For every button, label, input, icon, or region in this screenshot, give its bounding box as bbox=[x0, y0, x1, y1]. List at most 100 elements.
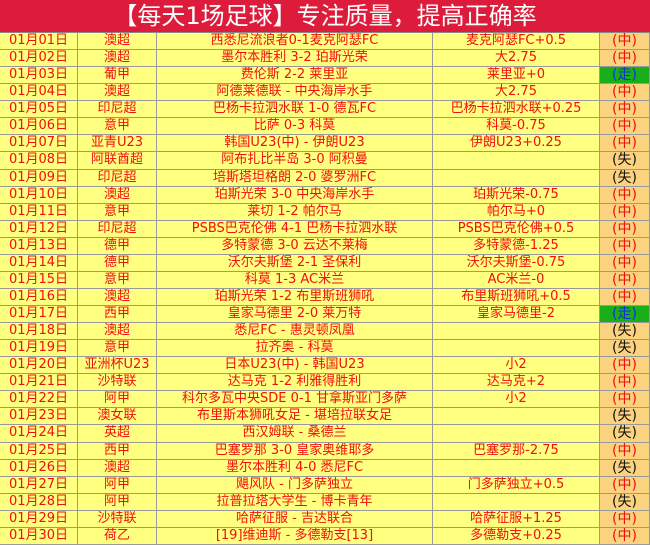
result-cell: (中) bbox=[600, 220, 650, 238]
pick-cell: 巴杨卡拉泗水联+0.25 bbox=[433, 101, 600, 119]
date-cell: 01月30日 bbox=[0, 527, 78, 545]
match-cell: 拉齐奥 - 科莫 bbox=[157, 340, 433, 358]
league-cell: 阿联酋超 bbox=[78, 152, 157, 170]
pick-cell: 大2.75 bbox=[433, 50, 600, 68]
league-cell: 阿甲 bbox=[78, 391, 157, 409]
match-cell: 悉尼FC - 惠灵顿凤凰 bbox=[157, 323, 433, 341]
date-cell: 01月17日 bbox=[0, 306, 78, 324]
pick-cell: PSBS巴克伦佛+0.5 bbox=[433, 220, 600, 238]
pick-cell: 麦克阿瑟FC+0.5 bbox=[433, 33, 600, 51]
match-cell: 拉普拉塔大学生 - 博卡青年 bbox=[157, 493, 433, 511]
match-cell: 阿布扎比半岛 3-0 阿积曼 bbox=[157, 152, 433, 170]
league-cell: 西甲 bbox=[78, 306, 157, 324]
result-cell: (走) bbox=[600, 67, 650, 85]
date-cell: 01月19日 bbox=[0, 340, 78, 358]
pick-cell bbox=[433, 169, 600, 187]
date-cell: 01月04日 bbox=[0, 84, 78, 102]
date-cell: 01月11日 bbox=[0, 203, 78, 221]
date-cell: 01月13日 bbox=[0, 237, 78, 255]
pick-cell: 沃尔夫斯堡-0.75 bbox=[433, 254, 600, 272]
league-cell: 澳超 bbox=[78, 84, 157, 102]
date-cell: 01月23日 bbox=[0, 408, 78, 426]
pick-cell: 多特蒙德-1.25 bbox=[433, 237, 600, 255]
pick-cell: 皇家马德里-2 bbox=[433, 306, 600, 324]
league-cell: 意甲 bbox=[78, 118, 157, 136]
league-cell: 阿甲 bbox=[78, 493, 157, 511]
result-cell: (中) bbox=[600, 527, 650, 545]
pick-cell: 多德勒支+0.25 bbox=[433, 527, 600, 545]
result-cell: (失) bbox=[600, 169, 650, 187]
result-cell: (中) bbox=[600, 442, 650, 460]
match-cell: PSBS巴克伦佛 4-1 巴杨卡拉泗水联 bbox=[157, 220, 433, 238]
match-cell: 巴杨卡拉泗水联 1-0 德瓦FC bbox=[157, 101, 433, 119]
pick-cell bbox=[433, 323, 600, 341]
match-cell: 韩国U23(中) - 伊朗U23 bbox=[157, 135, 433, 153]
result-cell: (失) bbox=[600, 340, 650, 358]
match-cell: 哈萨征服 - 吉达联合 bbox=[157, 510, 433, 528]
result-cell: (中) bbox=[600, 357, 650, 375]
match-cell: [19]维迪斯 - 多德勒支[13] bbox=[157, 527, 433, 545]
result-cell: (中) bbox=[600, 254, 650, 272]
pick-cell: 达马克+2 bbox=[433, 374, 600, 392]
date-cell: 01月01日 bbox=[0, 33, 78, 51]
pick-cell: 帕尔马+0 bbox=[433, 203, 600, 221]
result-cell: (中) bbox=[600, 101, 650, 119]
league-cell: 澳女联 bbox=[78, 408, 157, 426]
date-cell: 01月22日 bbox=[0, 391, 78, 409]
match-cell: 科尔多瓦中央SDE 0-1 甘拿斯亚门多萨 bbox=[157, 391, 433, 409]
date-cell: 01月02日 bbox=[0, 50, 78, 68]
pick-cell: 大2.75 bbox=[433, 84, 600, 102]
date-cell: 01月06日 bbox=[0, 118, 78, 136]
league-cell: 印尼超 bbox=[78, 220, 157, 238]
results-table: 01月01日 澳超 西悉尼流浪者0-1麦克阿瑟FC 麦克阿瑟FC+0.5 (中) 01月0… bbox=[0, 33, 650, 545]
date-cell: 01月26日 bbox=[0, 459, 78, 477]
pick-cell bbox=[433, 408, 600, 426]
match-cell: 巴塞罗那 3-0 皇家奥维耶多 bbox=[157, 442, 433, 460]
match-cell: 布里斯本狮吼女足 - 堪培拉联女足 bbox=[157, 408, 433, 426]
result-cell: (中) bbox=[600, 84, 650, 102]
date-cell: 01月21日 bbox=[0, 374, 78, 392]
result-cell: (中) bbox=[600, 135, 650, 153]
league-cell: 澳超 bbox=[78, 323, 157, 341]
league-cell: 葡甲 bbox=[78, 67, 157, 85]
date-cell: 01月29日 bbox=[0, 510, 78, 528]
result-cell: (失) bbox=[600, 459, 650, 477]
date-cell: 01月14日 bbox=[0, 254, 78, 272]
pick-cell: 巴塞罗那-2.75 bbox=[433, 442, 600, 460]
result-cell: (失) bbox=[600, 493, 650, 511]
league-cell: 阿甲 bbox=[78, 476, 157, 494]
result-cell: (中) bbox=[600, 203, 650, 221]
league-cell: 意甲 bbox=[78, 340, 157, 358]
pick-cell: AC米兰-0 bbox=[433, 271, 600, 289]
date-cell: 01月27日 bbox=[0, 476, 78, 494]
result-cell: (失) bbox=[600, 408, 650, 426]
pick-cell: 小2 bbox=[433, 391, 600, 409]
league-cell: 亚洲杯U23 bbox=[78, 357, 157, 375]
result-cell: (中) bbox=[600, 510, 650, 528]
pick-cell: 小2 bbox=[433, 357, 600, 375]
match-cell: 费伦斯 2-2 莱里亚 bbox=[157, 67, 433, 85]
pick-cell bbox=[433, 425, 600, 443]
result-cell: (中) bbox=[600, 186, 650, 204]
league-cell: 意甲 bbox=[78, 271, 157, 289]
match-cell: 莱切 1-2 帕尔马 bbox=[157, 203, 433, 221]
date-cell: 01月28日 bbox=[0, 493, 78, 511]
match-cell: 皇家马德里 2-0 莱万特 bbox=[157, 306, 433, 324]
page-title: 【每天1场足球】专注质量，提高正确率 bbox=[0, 0, 650, 33]
date-cell: 01月12日 bbox=[0, 220, 78, 238]
league-cell: 澳超 bbox=[78, 186, 157, 204]
league-cell: 意甲 bbox=[78, 203, 157, 221]
result-cell: (中) bbox=[600, 237, 650, 255]
pick-cell bbox=[433, 152, 600, 170]
match-cell: 西汉姆联 - 桑德兰 bbox=[157, 425, 433, 443]
date-cell: 01月24日 bbox=[0, 425, 78, 443]
result-cell: (失) bbox=[600, 323, 650, 341]
pick-cell: 莱里亚+0 bbox=[433, 67, 600, 85]
match-cell: 墨尔本胜利 3-2 珀斯光荣 bbox=[157, 50, 433, 68]
match-cell: 日本U23(中) - 韩国U23 bbox=[157, 357, 433, 375]
result-cell: (中) bbox=[600, 391, 650, 409]
pick-cell: 门多萨独立+0.5 bbox=[433, 476, 600, 494]
match-cell: 珀斯光荣 1-2 布里斯班狮吼 bbox=[157, 288, 433, 306]
league-cell: 澳超 bbox=[78, 459, 157, 477]
league-cell: 澳超 bbox=[78, 50, 157, 68]
